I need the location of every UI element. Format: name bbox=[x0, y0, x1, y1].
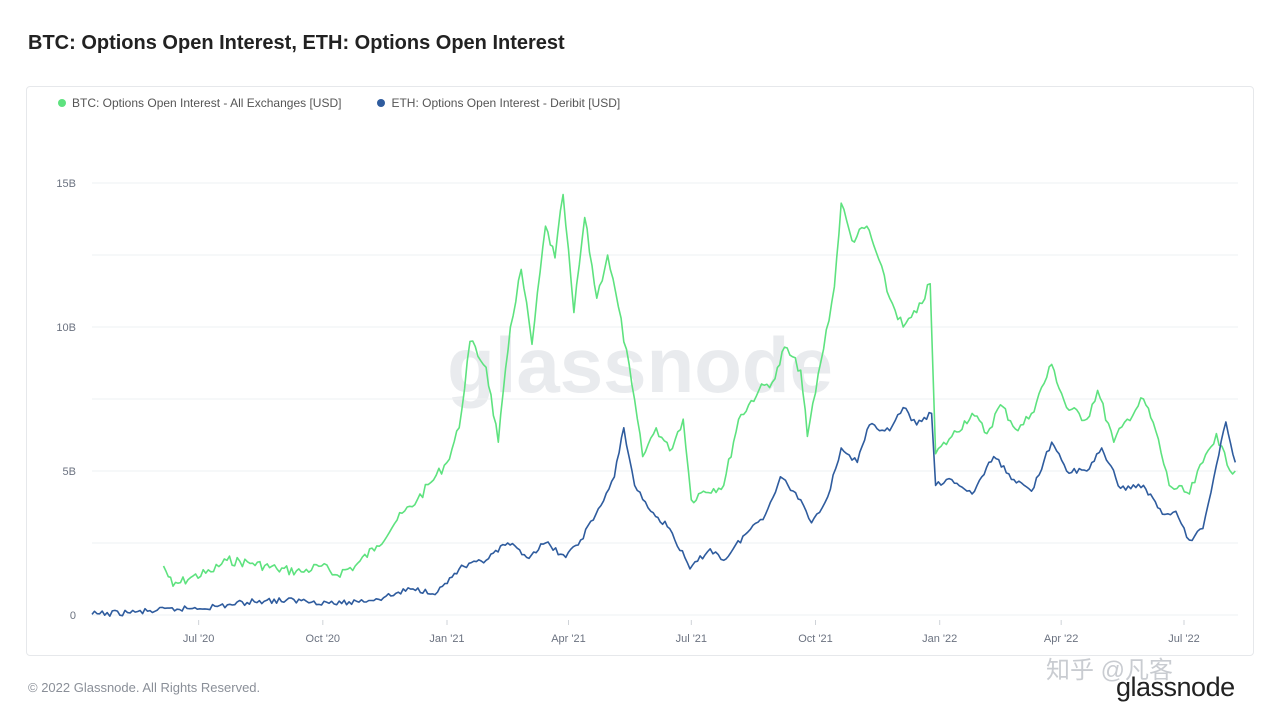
chart-frame bbox=[26, 86, 1254, 656]
y-tick-label: 5B bbox=[63, 466, 76, 478]
x-tick-label: Jan '21 bbox=[429, 633, 464, 645]
eth-series-line bbox=[91, 406, 1237, 617]
x-tick-label: Oct '20 bbox=[306, 633, 341, 645]
legend-item-eth[interactable]: ETH: Options Open Interest - Deribit [US… bbox=[377, 96, 620, 110]
x-tick-label: Jan '22 bbox=[922, 633, 957, 645]
legend-eth-label: ETH: Options Open Interest - Deribit [US… bbox=[391, 96, 621, 110]
x-tick-label: Apr '21 bbox=[551, 633, 586, 645]
x-tick-label: Jul '21 bbox=[676, 633, 707, 645]
x-tick-label: Jul '22 bbox=[1168, 633, 1199, 645]
page-title: BTC: Options Open Interest, ETH: Options… bbox=[28, 32, 565, 54]
y-tick-label: 15B bbox=[56, 178, 76, 190]
chart-watermark: glassnode bbox=[447, 321, 833, 409]
legend-btc-label: BTC: Options Open Interest - All Exchang… bbox=[72, 96, 342, 110]
grid-layer bbox=[92, 182, 1238, 616]
glassnode-logo: glassnode bbox=[1116, 672, 1235, 702]
btc-series-line bbox=[162, 193, 1236, 587]
y-tick-label: 0 bbox=[70, 610, 76, 622]
y-tick-label: 10B bbox=[56, 322, 76, 334]
legend-eth-dot bbox=[377, 99, 386, 107]
legend-btc-dot bbox=[58, 99, 66, 107]
copyright-footer: © 2022 Glassnode. All Rights Reserved. bbox=[28, 680, 261, 695]
legend-item-btc[interactable]: BTC: Options Open Interest - All Exchang… bbox=[58, 96, 341, 110]
y-axis: 0 5B 10B 15B bbox=[56, 178, 76, 622]
x-tick-label: Jul '20 bbox=[183, 633, 214, 645]
x-axis: Jul '20 Oct '20 Jan '21 Apr '21 Jul '21 Oct '… bbox=[183, 620, 1200, 645]
x-tick-label: Oct '21 bbox=[798, 633, 833, 645]
corner-watermark: 知乎 @凡客 bbox=[1046, 657, 1174, 684]
chart-legend: BTC: Options Open Interest - All Exchang… bbox=[58, 96, 620, 110]
x-tick-label: Apr '22 bbox=[1044, 633, 1079, 645]
series-layer bbox=[91, 193, 1237, 617]
